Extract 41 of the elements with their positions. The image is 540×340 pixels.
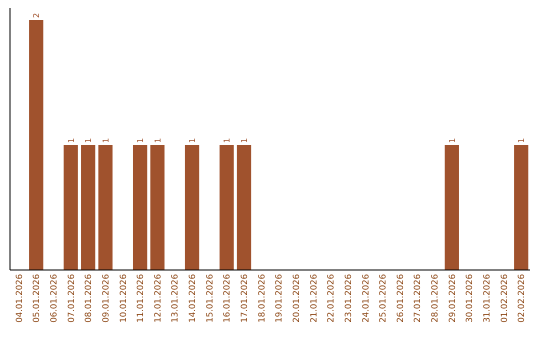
x-tick-label: 10.01.2026 xyxy=(118,274,129,323)
x-tick-label: 05.01.2026 xyxy=(32,274,42,323)
x-tick-label: 07.01.2026 xyxy=(66,274,77,323)
x-tick-label: 21.01.2026 xyxy=(309,274,320,323)
x-tick-label: 24.01.2026 xyxy=(361,274,372,323)
x-tick-label: 08.01.2026 xyxy=(84,274,94,323)
x-tick-label: 09.01.2026 xyxy=(101,274,112,323)
x-tick-label: 11.01.2026 xyxy=(136,274,146,323)
data-label: 1 xyxy=(448,138,457,143)
x-tick-label: 28.01.2026 xyxy=(430,274,441,323)
data-label: 1 xyxy=(101,138,110,143)
x-tick-label: 22.01.2026 xyxy=(326,274,337,323)
x-tick-label: 15.01.2026 xyxy=(205,274,216,323)
data-label: 1 xyxy=(66,138,76,143)
data-label: 1 xyxy=(153,138,162,143)
data-label: 1 xyxy=(84,138,94,143)
x-tick-label: 02.02.2026 xyxy=(517,274,528,323)
x-tick-label: 14.01.2026 xyxy=(188,274,198,323)
data-label: 1 xyxy=(222,138,232,143)
data-label: 2 xyxy=(32,12,42,18)
x-tick-label: 31.01.2026 xyxy=(482,274,493,323)
x-tick-label: 19.01.2026 xyxy=(274,274,285,323)
x-tick-label: 27.01.2026 xyxy=(413,274,424,323)
x-tick-label: 20.01.2026 xyxy=(292,274,302,323)
data-label: 1 xyxy=(517,138,526,143)
x-tick-label: 01.02.2026 xyxy=(500,274,510,323)
x-tick-label: 17.01.2026 xyxy=(240,274,250,323)
x-tick-label: 12.01.2026 xyxy=(153,274,164,323)
x-tick-label: 26.01.2026 xyxy=(396,274,406,323)
x-tick-label: 18.01.2026 xyxy=(257,274,268,323)
x-tick-label: 30.01.2026 xyxy=(465,274,476,323)
x-tick-label: 23.01.2026 xyxy=(344,274,354,323)
x-tick-label: 25.01.2026 xyxy=(378,274,389,323)
data-label: 1 xyxy=(136,138,146,143)
x-tick-label: 16.01.2026 xyxy=(222,274,233,323)
x-tick-label: 04.01.2026 xyxy=(14,274,25,323)
data-label: 1 xyxy=(188,138,198,143)
data-label: 1 xyxy=(240,138,250,143)
x-tick-label: 13.01.2026 xyxy=(170,274,181,323)
x-tick-label: 29.01.2026 xyxy=(448,274,458,323)
x-tick-label: 06.01.2026 xyxy=(49,274,60,323)
